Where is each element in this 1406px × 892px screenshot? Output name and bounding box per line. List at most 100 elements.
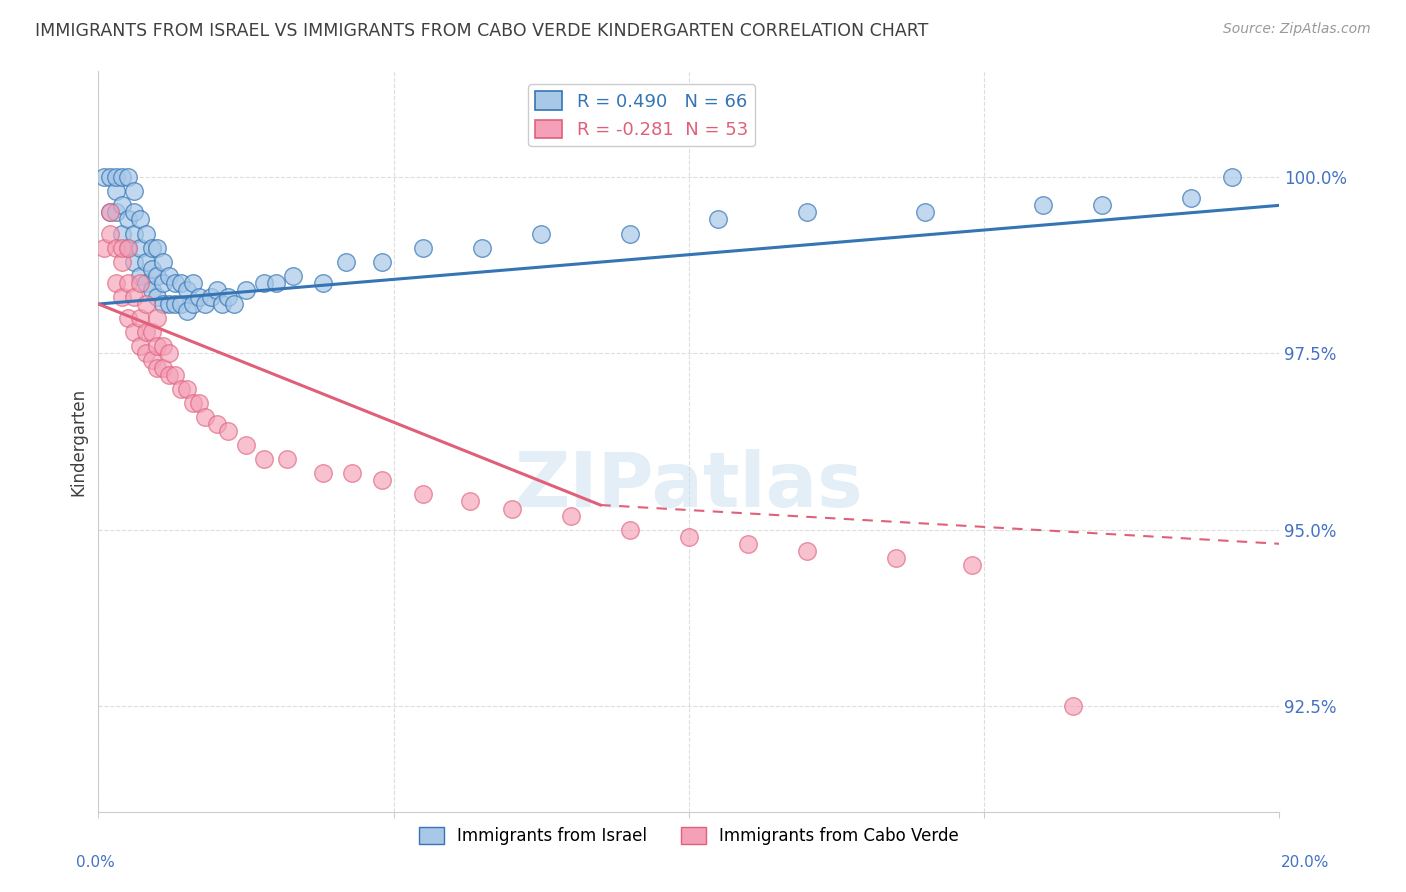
- Point: [111, 290, 134, 304]
- Legend: Immigrants from Israel, Immigrants from Cabo Verde: Immigrants from Israel, Immigrants from …: [412, 820, 966, 852]
- Point: [122, 290, 145, 304]
- Point: [128, 311, 150, 326]
- Point: [141, 353, 163, 368]
- Point: [98, 227, 121, 241]
- Point: [157, 368, 180, 382]
- Point: [111, 254, 134, 268]
- Point: [796, 205, 818, 219]
- Point: [884, 550, 907, 565]
- Point: [135, 227, 157, 241]
- Point: [181, 276, 204, 290]
- Point: [135, 346, 157, 360]
- Point: [152, 339, 174, 353]
- Point: [170, 382, 193, 396]
- Point: [117, 212, 139, 227]
- Point: [146, 268, 169, 283]
- Point: [111, 241, 134, 255]
- Point: [93, 170, 115, 185]
- Point: [187, 396, 209, 410]
- Point: [135, 254, 157, 268]
- Point: [312, 276, 335, 290]
- Point: [128, 212, 150, 227]
- Point: [678, 530, 700, 544]
- Point: [135, 297, 157, 311]
- Point: [122, 184, 145, 198]
- Point: [122, 325, 145, 339]
- Point: [117, 276, 139, 290]
- Point: [501, 501, 523, 516]
- Point: [1220, 170, 1243, 185]
- Point: [111, 198, 134, 212]
- Point: [141, 325, 163, 339]
- Point: [146, 241, 169, 255]
- Point: [152, 297, 174, 311]
- Point: [111, 170, 134, 185]
- Point: [224, 297, 246, 311]
- Point: [412, 241, 434, 255]
- Point: [530, 227, 553, 241]
- Point: [165, 276, 187, 290]
- Point: [176, 304, 198, 318]
- Point: [98, 170, 121, 185]
- Point: [283, 268, 305, 283]
- Point: [128, 339, 150, 353]
- Point: [1180, 191, 1202, 205]
- Point: [170, 297, 193, 311]
- Point: [312, 467, 335, 481]
- Point: [135, 276, 157, 290]
- Point: [335, 254, 357, 268]
- Point: [205, 283, 228, 297]
- Point: [796, 544, 818, 558]
- Point: [165, 368, 187, 382]
- Point: [98, 205, 121, 219]
- Point: [146, 290, 169, 304]
- Point: [146, 311, 169, 326]
- Point: [117, 241, 139, 255]
- Point: [619, 523, 641, 537]
- Point: [128, 268, 150, 283]
- Point: [342, 467, 364, 481]
- Point: [253, 452, 276, 467]
- Point: [141, 241, 163, 255]
- Point: [176, 283, 198, 297]
- Point: [276, 452, 298, 467]
- Point: [412, 487, 434, 501]
- Point: [371, 473, 394, 487]
- Point: [264, 276, 287, 290]
- Point: [105, 241, 128, 255]
- Point: [194, 297, 217, 311]
- Point: [128, 276, 150, 290]
- Point: [170, 276, 193, 290]
- Point: [962, 558, 984, 572]
- Point: [737, 537, 759, 551]
- Point: [471, 241, 494, 255]
- Point: [105, 276, 128, 290]
- Point: [105, 184, 128, 198]
- Point: [117, 241, 139, 255]
- Text: IMMIGRANTS FROM ISRAEL VS IMMIGRANTS FROM CABO VERDE KINDERGARTEN CORRELATION CH: IMMIGRANTS FROM ISRAEL VS IMMIGRANTS FRO…: [35, 22, 928, 40]
- Point: [157, 297, 180, 311]
- Text: ZIPatlas: ZIPatlas: [515, 449, 863, 523]
- Point: [152, 360, 174, 375]
- Point: [122, 254, 145, 268]
- Text: 20.0%: 20.0%: [1281, 855, 1329, 870]
- Point: [194, 409, 217, 424]
- Point: [152, 254, 174, 268]
- Point: [152, 276, 174, 290]
- Point: [111, 227, 134, 241]
- Text: 0.0%: 0.0%: [76, 855, 115, 870]
- Point: [105, 170, 128, 185]
- Point: [98, 205, 121, 219]
- Text: Source: ZipAtlas.com: Source: ZipAtlas.com: [1223, 22, 1371, 37]
- Point: [235, 283, 257, 297]
- Point: [165, 297, 187, 311]
- Point: [105, 205, 128, 219]
- Point: [141, 283, 163, 297]
- Point: [157, 346, 180, 360]
- Point: [187, 290, 209, 304]
- Point: [157, 268, 180, 283]
- Point: [460, 494, 482, 508]
- Point: [181, 297, 204, 311]
- Point: [1062, 698, 1084, 713]
- Point: [146, 360, 169, 375]
